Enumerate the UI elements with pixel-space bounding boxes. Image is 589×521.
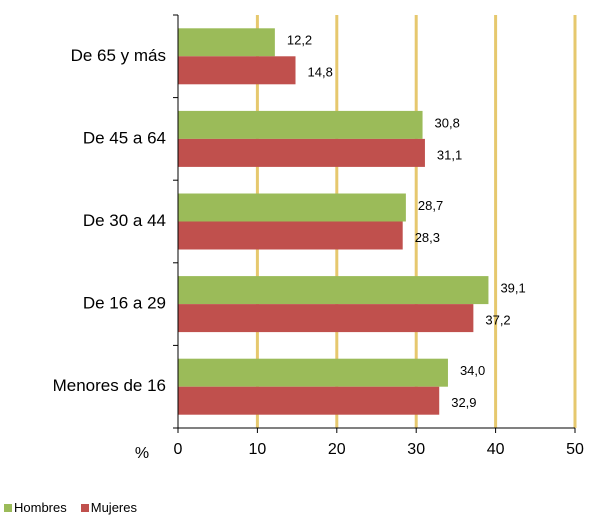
data-label: 31,1: [437, 147, 462, 162]
legend-item-mujeres: Mujeres: [80, 500, 137, 515]
x-tick-label: 40: [487, 441, 505, 458]
category-label: De 45 a 64: [83, 128, 166, 147]
category-label: De 30 a 44: [83, 211, 166, 230]
data-label: 39,1: [500, 281, 525, 296]
legend-swatch-hombres: [4, 503, 12, 512]
data-label: 28,7: [418, 198, 443, 213]
bar-hombres: [178, 276, 489, 305]
data-label: 37,2: [485, 313, 510, 328]
data-label: 28,3: [415, 230, 440, 245]
x-tick-label: 50: [566, 441, 584, 458]
data-label: 32,9: [451, 395, 476, 410]
bar-mujeres: [178, 304, 474, 333]
bar-mujeres: [178, 386, 440, 415]
bar-hombres: [178, 28, 275, 57]
category-label: Menores de 16: [53, 376, 166, 395]
bar-hombres: [178, 358, 448, 387]
legend: Hombres Mujeres: [4, 500, 137, 515]
legend-item-hombres: Hombres: [4, 500, 67, 515]
x-tick-label: 0: [174, 441, 183, 458]
data-label: 14,8: [308, 65, 333, 80]
x-tick-label: 30: [407, 441, 425, 458]
data-label: 30,8: [435, 115, 460, 130]
x-tick-label: 20: [328, 441, 346, 458]
bar-chart: 12,2 14,8 De 65 y más 30,8 31,1 De 45 a 64 28,…: [53, 14, 584, 462]
data-label: 34,0: [460, 363, 485, 378]
category-label: De 65 y más: [71, 46, 166, 65]
x-axis-unit-label: %: [135, 445, 149, 462]
category-label: De 16 a 29: [83, 294, 166, 313]
bar-mujeres: [178, 138, 425, 167]
data-label: 12,2: [287, 33, 312, 48]
bar-hombres: [178, 193, 406, 222]
bar-mujeres: [178, 56, 296, 85]
legend-label-mujeres: Mujeres: [90, 500, 137, 515]
bar-hombres: [178, 110, 423, 139]
x-tick-label: 10: [249, 441, 267, 458]
bar-mujeres: [178, 221, 403, 250]
legend-swatch-mujeres: [80, 503, 89, 512]
legend-label-hombres: Hombres: [14, 500, 67, 515]
